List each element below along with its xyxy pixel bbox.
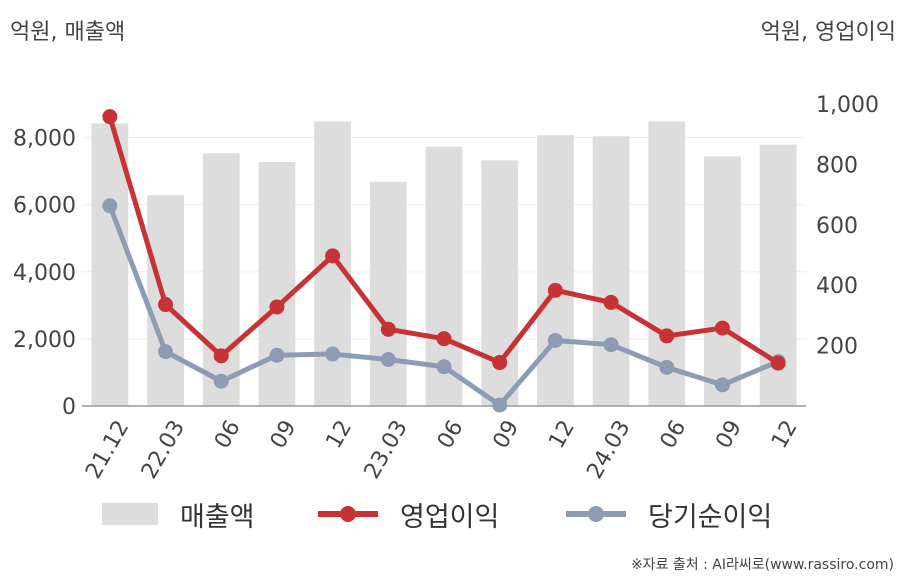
point-net-4 — [325, 346, 341, 362]
legend: 매출액 영업이익 당기순이익 — [0, 494, 908, 534]
legend-item-operating: 영업이익 — [318, 494, 499, 534]
y-right-tick-label: 800 — [816, 153, 858, 178]
point-operating-9 — [603, 294, 619, 310]
point-net-11 — [714, 377, 730, 393]
legend-swatch-revenue — [102, 503, 158, 525]
x-tick-label: 12 — [544, 416, 580, 453]
point-operating-7 — [492, 355, 508, 371]
point-operating-0 — [102, 109, 118, 125]
point-net-3 — [269, 347, 285, 363]
bar-revenue-10 — [648, 121, 686, 407]
x-tick-label: 09 — [711, 416, 747, 453]
bar-revenue-3 — [258, 162, 296, 406]
point-net-0 — [102, 198, 118, 214]
y-right-tick-label: 600 — [816, 214, 858, 239]
point-operating-5 — [380, 321, 396, 337]
point-net-6 — [436, 359, 452, 375]
legend-label-operating: 영업이익 — [400, 501, 500, 533]
point-operating-12 — [770, 355, 786, 371]
bar-revenue-2 — [202, 153, 240, 406]
bar-revenue-4 — [314, 121, 351, 407]
y-left-tick-label: 4,000 — [13, 261, 76, 286]
y-left-tick-label: 0 — [62, 395, 76, 420]
legend-item-revenue: 매출액 — [102, 494, 255, 534]
y-left-tick-label: 8,000 — [13, 127, 76, 152]
point-operating-10 — [659, 328, 675, 344]
bar-revenue-9 — [592, 136, 630, 407]
x-tick-label: 24.03 — [582, 416, 635, 483]
legend-swatch-net — [566, 503, 626, 525]
x-tick-label: 23.03 — [360, 416, 413, 483]
point-operating-11 — [714, 320, 730, 336]
y-right-tick-label: 200 — [816, 335, 858, 360]
point-operating-3 — [269, 299, 285, 315]
x-tick-label: 22.03 — [137, 416, 190, 483]
point-net-7 — [492, 397, 508, 413]
point-net-5 — [380, 351, 396, 367]
bar-revenue-11 — [704, 156, 741, 406]
x-tick-label: 09 — [489, 416, 525, 453]
point-net-9 — [603, 337, 619, 353]
point-operating-8 — [547, 282, 563, 298]
legend-swatch-operating — [318, 503, 378, 525]
x-tick-label: 12 — [321, 416, 357, 453]
point-operating-2 — [213, 348, 229, 364]
y-right-tick-label: 1,000 — [816, 93, 879, 118]
point-net-1 — [158, 344, 174, 360]
x-tick-label: 06 — [433, 416, 469, 453]
legend-label-net: 당기순이익 — [648, 501, 773, 533]
point-operating-1 — [158, 297, 174, 313]
point-operating-4 — [325, 248, 341, 264]
bar-revenue-0 — [91, 123, 129, 406]
x-tick-label: 21.12 — [81, 416, 134, 483]
point-net-10 — [659, 359, 675, 375]
x-tick-label: 06 — [656, 416, 692, 453]
y-right-tick-label: 400 — [816, 274, 858, 299]
bar-revenue-5 — [369, 181, 407, 406]
x-tick-label: 06 — [210, 416, 246, 453]
x-tick-label: 12 — [767, 416, 803, 453]
left-axis-unit: 억원, 매출액 — [10, 20, 126, 45]
y-left-tick-label: 6,000 — [13, 194, 76, 219]
bar-revenue-8 — [537, 135, 574, 406]
right-axis-unit: 억원, 영업이익 — [760, 20, 896, 45]
x-tick-label: 09 — [266, 416, 302, 453]
legend-label-revenue: 매출액 — [180, 501, 255, 533]
point-net-2 — [213, 373, 229, 389]
y-left-tick-label: 2,000 — [13, 328, 76, 353]
legend-item-net: 당기순이익 — [566, 494, 772, 534]
point-operating-6 — [436, 331, 452, 347]
point-net-8 — [547, 332, 563, 348]
source-note: ※자료 출처 : AI라씨로(www.rassiro.com) — [630, 557, 894, 573]
